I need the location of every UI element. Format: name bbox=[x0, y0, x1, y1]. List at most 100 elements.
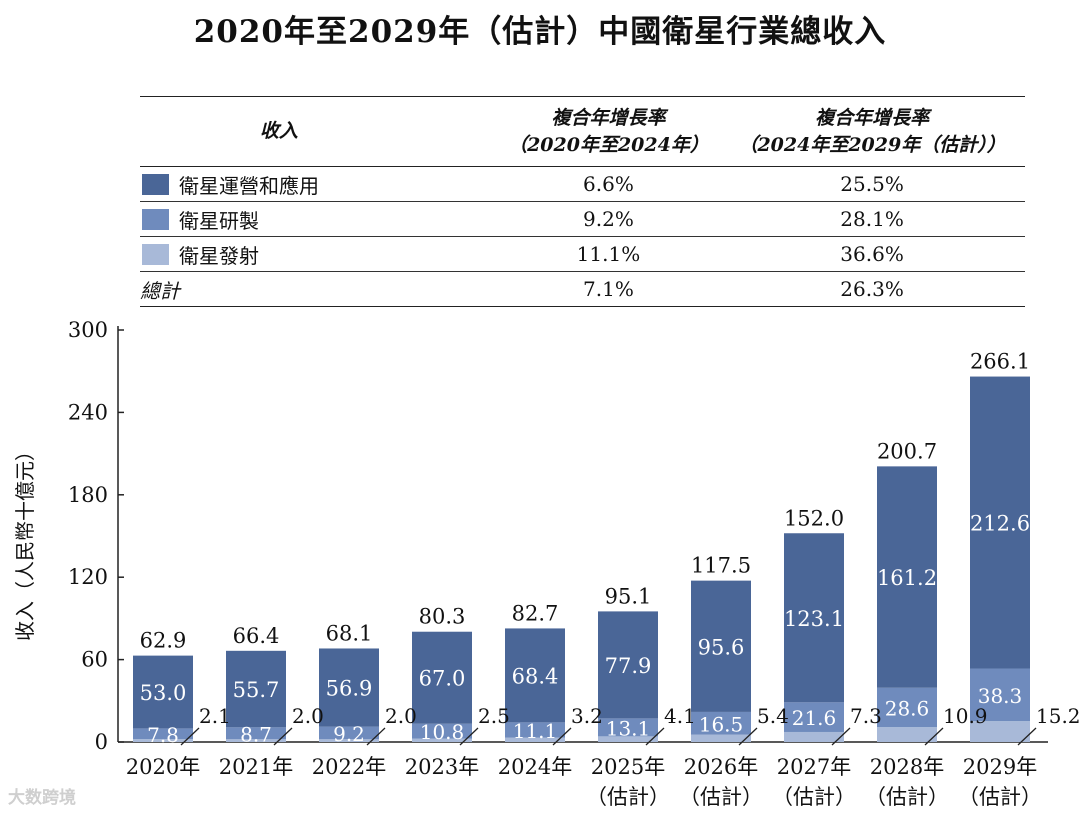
bar-segment-manufacturing bbox=[691, 711, 751, 735]
bar-segment-launch bbox=[226, 739, 286, 742]
data-label-operations: 55.7 bbox=[233, 678, 280, 702]
x-tick-label: （估計） bbox=[679, 785, 763, 809]
data-label-total: 66.4 bbox=[233, 624, 280, 648]
bar-segment-manufacturing bbox=[226, 727, 286, 740]
data-label-total: 82.7 bbox=[512, 601, 559, 625]
y-tick-label: 240 bbox=[68, 400, 108, 424]
x-tick-label: 2022年 bbox=[312, 755, 386, 779]
data-label-operations: 56.9 bbox=[326, 677, 373, 701]
x-tick-label: 2025年 bbox=[591, 755, 665, 779]
data-label-launch: 5.4 bbox=[757, 704, 789, 728]
x-tick-label: （估計） bbox=[586, 785, 670, 809]
data-label-operations: 161.2 bbox=[877, 566, 937, 590]
bar-segment-launch bbox=[877, 727, 937, 742]
row-cagr1: 9.2% bbox=[583, 207, 634, 231]
bar-segment-manufacturing bbox=[133, 728, 193, 740]
row-cagr1: 11.1% bbox=[576, 242, 641, 266]
bar-segment-operations bbox=[412, 631, 472, 724]
leader-line-launch bbox=[831, 727, 851, 746]
data-label-manufacturing: 21.6 bbox=[792, 706, 837, 730]
data-label-total: 117.5 bbox=[691, 554, 751, 578]
data-label-launch: 2.0 bbox=[292, 704, 324, 728]
x-tick-label: 2028年 bbox=[870, 755, 944, 779]
table-row: 衛星發射 11.1% 36.6% bbox=[140, 237, 1025, 272]
header-cagr-2020-2024: 複合年增長率 （2020年至2024年） bbox=[508, 106, 709, 156]
x-tick-label: 2024年 bbox=[498, 755, 572, 779]
bar-segment-launch bbox=[691, 734, 751, 742]
bar-segment-operations bbox=[970, 376, 1030, 669]
legend-swatch-launch bbox=[142, 243, 169, 265]
bar-segment-operations bbox=[877, 466, 937, 688]
data-label-manufacturing: 28.6 bbox=[885, 696, 930, 720]
data-label-operations: 123.1 bbox=[784, 607, 844, 631]
header-revenue: 收入 bbox=[259, 120, 298, 142]
data-label-launch: 15.2 bbox=[1036, 704, 1080, 728]
data-label-operations: 212.6 bbox=[970, 512, 1030, 536]
y-tick-label: 180 bbox=[68, 483, 108, 507]
x-tick-label: 2027年 bbox=[777, 755, 851, 779]
x-tick-label: 2029年 bbox=[963, 755, 1037, 779]
leader-line-launch bbox=[1017, 727, 1037, 746]
data-label-total: 200.7 bbox=[877, 439, 937, 463]
table-row: 衛星研製 9.2% 28.1% bbox=[140, 202, 1025, 237]
bar-segment-launch bbox=[133, 739, 193, 742]
leader-line-launch bbox=[738, 727, 758, 746]
data-label-operations: 68.4 bbox=[512, 664, 559, 688]
data-label-manufacturing: 10.8 bbox=[420, 720, 465, 744]
x-tick-label: （估計） bbox=[865, 785, 949, 809]
leader-line-launch bbox=[459, 727, 479, 746]
row-label: 衛星發射 bbox=[179, 243, 259, 268]
bar-segment-operations bbox=[598, 611, 658, 719]
data-label-total: 152.0 bbox=[784, 506, 844, 530]
cagr-table: 收入 複合年增長率 （2020年至2024年） 複合年增長率 （2024年至20… bbox=[140, 96, 1025, 307]
data-label-total: 95.1 bbox=[605, 584, 652, 608]
data-label-launch: 2.5 bbox=[478, 704, 510, 728]
data-label-total: 80.3 bbox=[419, 605, 466, 629]
row-cagr2: 25.5% bbox=[840, 172, 904, 196]
bar-segment-operations bbox=[784, 533, 844, 703]
data-label-manufacturing: 8.7 bbox=[240, 722, 272, 746]
bar-segment-operations bbox=[319, 648, 379, 727]
bar-segment-manufacturing bbox=[505, 722, 565, 738]
bar-segment-launch bbox=[970, 721, 1030, 742]
chart-title: 2020年至2029年（估計）中國衛星行業總收入 bbox=[193, 14, 887, 50]
data-label-operations: 95.6 bbox=[698, 635, 745, 659]
data-label-total: 266.1 bbox=[970, 350, 1030, 374]
row-label: 衛星研製 bbox=[179, 208, 259, 233]
data-label-launch: 2.1 bbox=[199, 704, 231, 728]
data-label-operations: 67.0 bbox=[419, 667, 466, 691]
data-label-operations: 53.0 bbox=[140, 681, 187, 705]
data-label-total: 68.1 bbox=[326, 621, 373, 645]
y-tick-label: 60 bbox=[81, 648, 108, 672]
x-tick-label: 2021年 bbox=[219, 755, 293, 779]
row-cagr2: 36.6% bbox=[840, 242, 904, 266]
bar-segment-operations bbox=[505, 628, 565, 723]
x-tick-label: 2026年 bbox=[684, 755, 758, 779]
bar-segment-manufacturing bbox=[877, 687, 937, 728]
x-tick-label: （估計） bbox=[772, 785, 856, 809]
x-tick-label: 2023年 bbox=[405, 755, 479, 779]
leader-line-launch bbox=[366, 727, 386, 746]
table-row: 衛星運營和應用 6.6% 25.5% bbox=[140, 167, 1025, 202]
y-tick-label: 300 bbox=[68, 318, 108, 342]
bar-segment-launch bbox=[505, 737, 565, 742]
bar-segment-manufacturing bbox=[784, 702, 844, 732]
bar-segment-launch bbox=[412, 738, 472, 742]
y-tick-label: 120 bbox=[68, 565, 108, 589]
leader-line-launch bbox=[273, 727, 293, 746]
leader-line-launch bbox=[180, 727, 200, 746]
row-cagr1: 7.1% bbox=[583, 277, 634, 301]
leader-line-launch bbox=[552, 727, 572, 746]
bar-segment-launch bbox=[598, 736, 658, 742]
y-tick-label: 0 bbox=[95, 730, 108, 754]
legend-swatch-manufacturing bbox=[142, 208, 169, 230]
row-label: 衛星運營和應用 bbox=[179, 173, 319, 198]
row-cagr2: 26.3% bbox=[840, 277, 904, 301]
bar-segment-launch bbox=[784, 731, 844, 742]
table-row-total: 總計 7.1% 26.3% bbox=[140, 272, 1025, 307]
data-label-manufacturing: 38.3 bbox=[978, 684, 1023, 708]
legend-swatch-operations bbox=[142, 173, 169, 195]
x-tick-label: （估計） bbox=[958, 785, 1042, 809]
bar-segment-manufacturing bbox=[319, 726, 379, 740]
stacked-bar-chart: 0 60 120 180 240 300 收入（人民幣十億元） 53.0 7.8 2.1 62.9… bbox=[13, 318, 1080, 809]
